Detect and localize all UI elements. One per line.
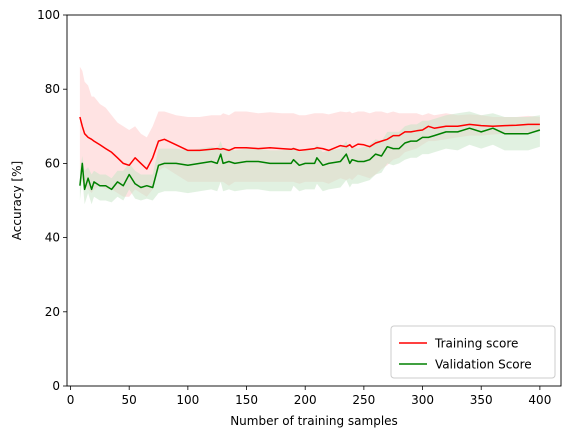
y-tick-label: 60: [45, 156, 60, 170]
series-lines: [79, 116, 541, 191]
y-tick-label: 0: [52, 379, 60, 393]
y-tick-label: 20: [45, 305, 60, 319]
x-tick-label: 300: [411, 393, 434, 407]
line-training-score: [79, 116, 540, 170]
legend-label-validation: Validation Score: [435, 358, 532, 372]
band-validation: [79, 111, 540, 205]
y-axis-title: Accuracy [%]: [10, 161, 24, 240]
x-tick-label: 0: [67, 393, 75, 407]
x-tick-label: 200: [294, 393, 317, 407]
legend-label-training: Training score: [434, 337, 518, 351]
x-axis-title: Number of training samples: [230, 414, 398, 428]
legend-box: [390, 325, 556, 379]
y-tick-label: 100: [37, 8, 60, 22]
y-axis: 0 20 40 60 80 100: [37, 8, 67, 393]
x-tick-label: 250: [352, 393, 375, 407]
x-tick-label: 100: [176, 393, 199, 407]
x-axis: 0 50 100 150 200 250 300 350 400: [67, 386, 551, 407]
x-tick-label: 350: [470, 393, 493, 407]
legend: Training score Validation Score: [390, 325, 556, 379]
y-tick-label: 40: [45, 231, 60, 245]
line-validation-score: [79, 127, 541, 191]
x-tick-label: 150: [235, 393, 258, 407]
plot-frame: [66, 14, 562, 387]
x-tick-label: 400: [528, 393, 551, 407]
x-tick-label: 50: [122, 393, 137, 407]
y-tick-label: 80: [45, 82, 60, 96]
